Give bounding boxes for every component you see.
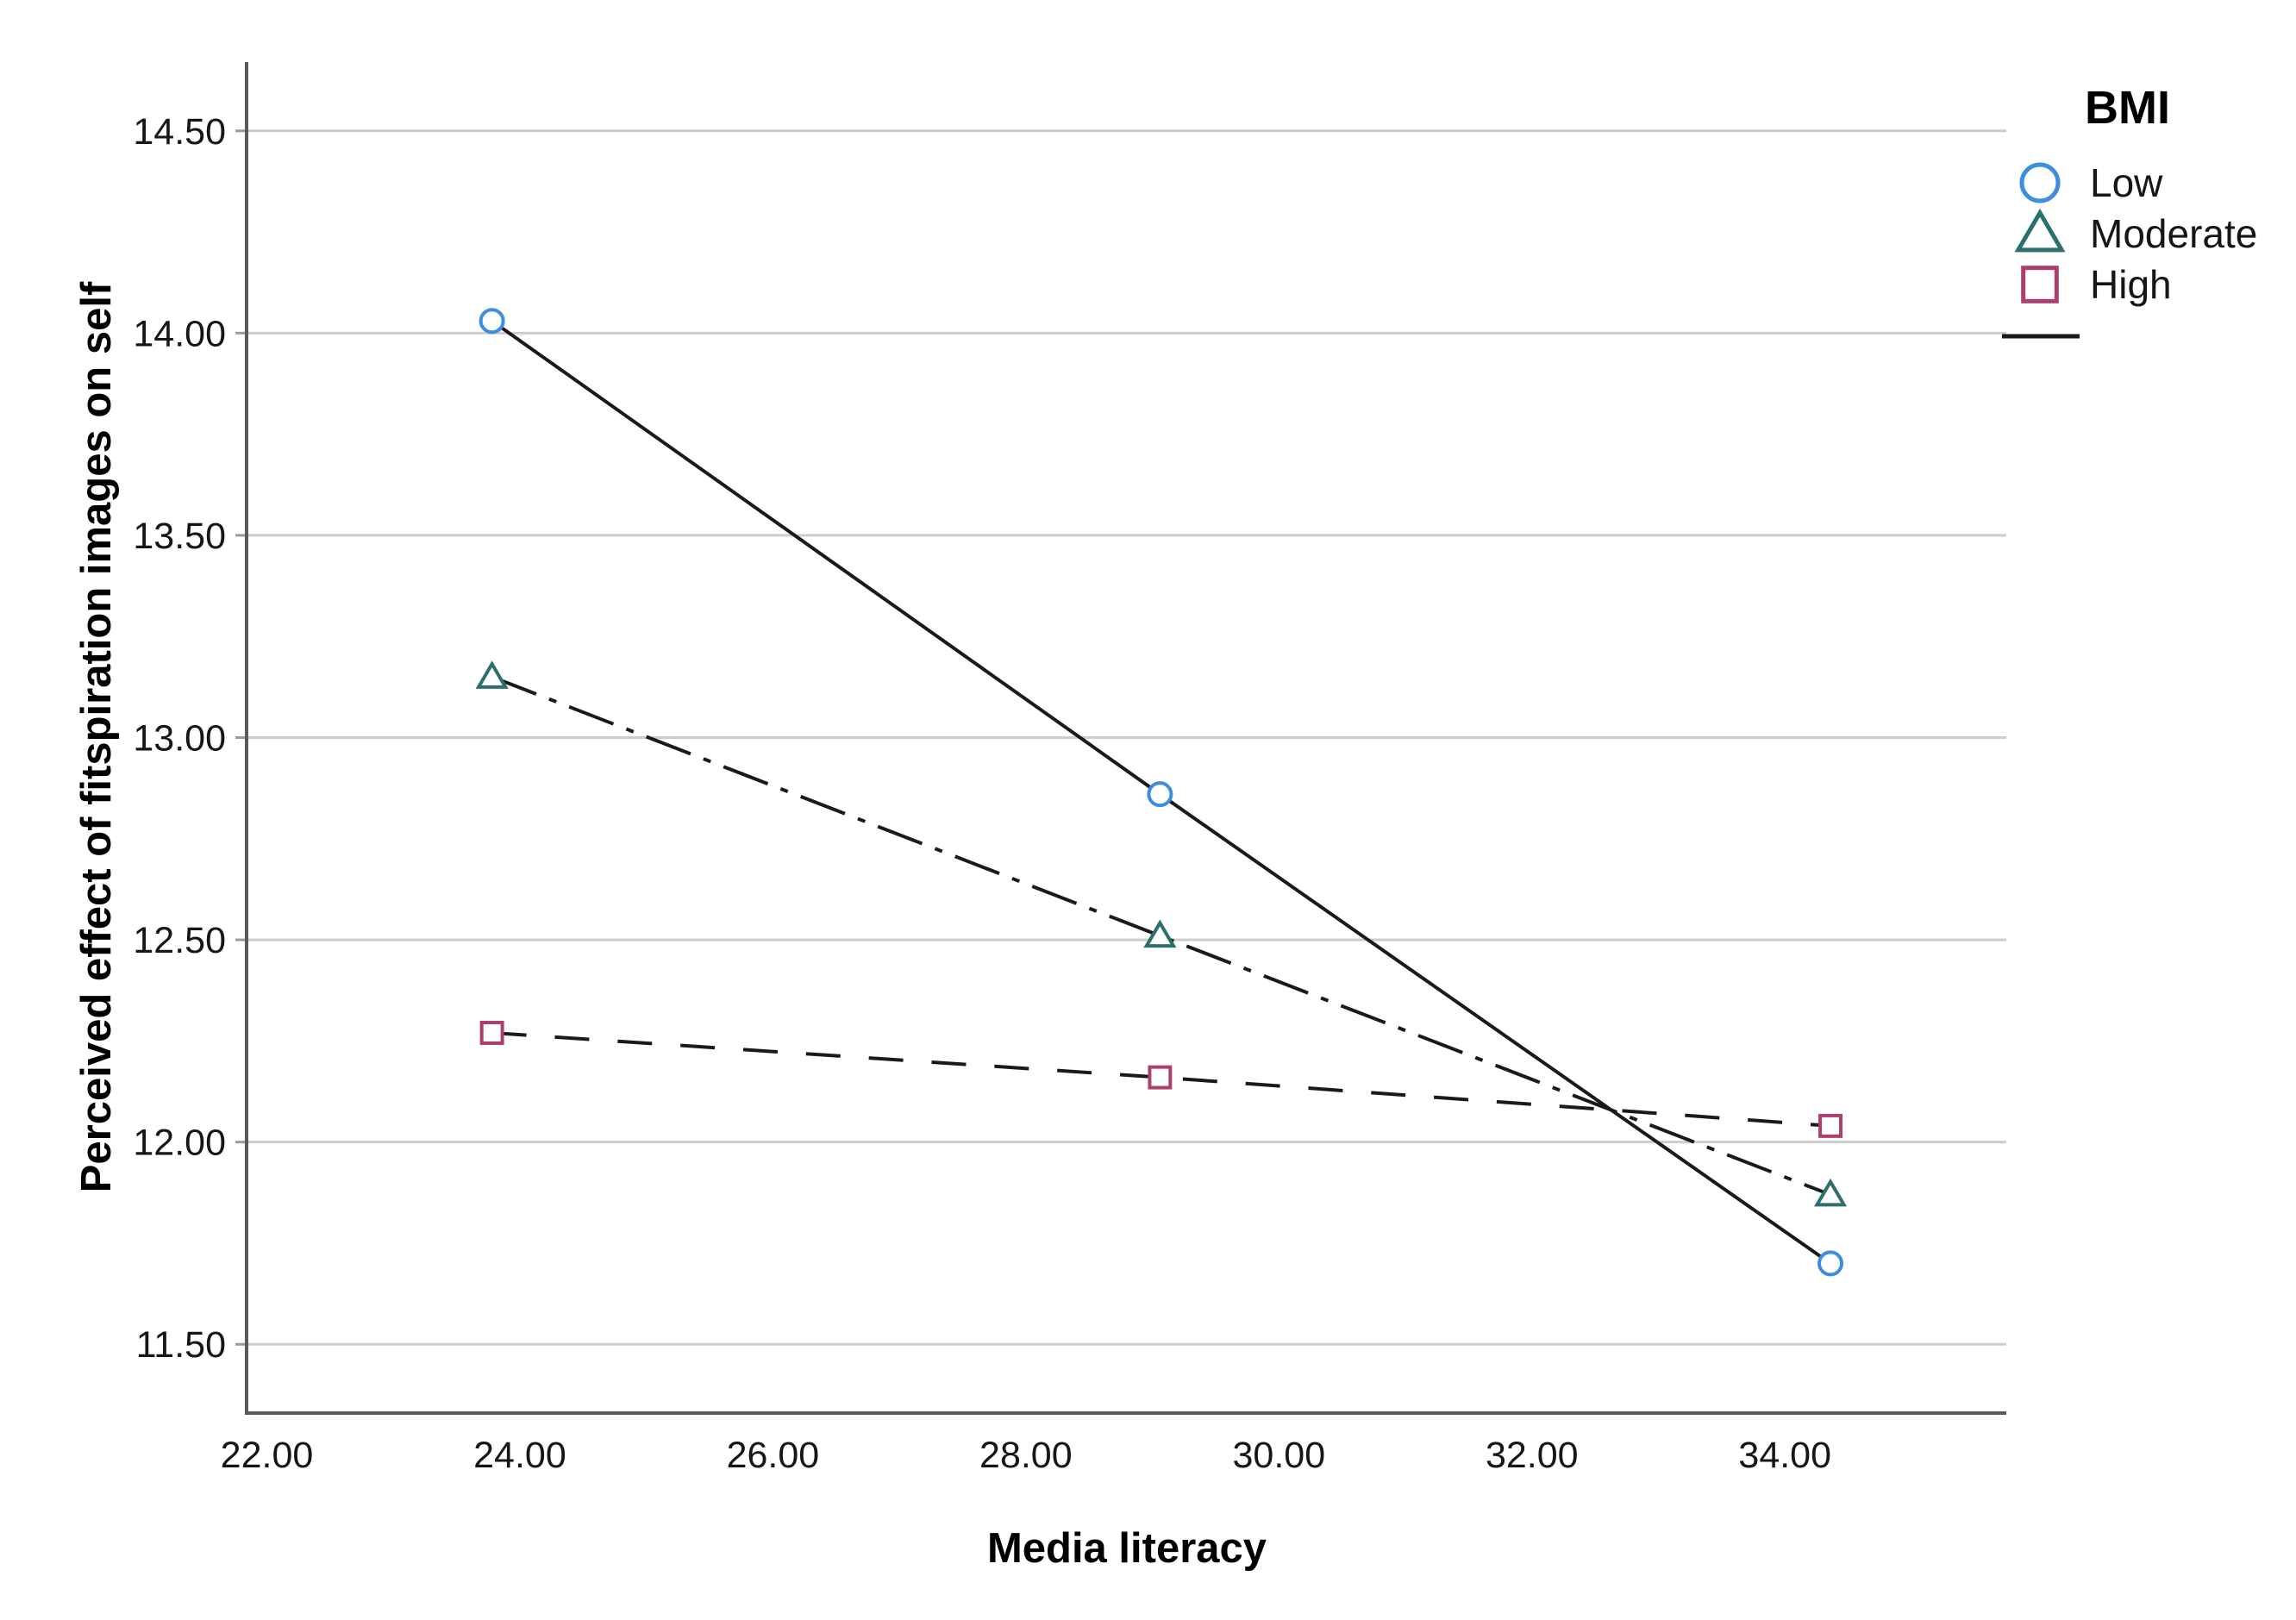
marker-moderate-0 <box>475 660 509 689</box>
legend-marker-moderate <box>2014 208 2066 253</box>
x-tick-label: 24.00 <box>473 1435 566 1476</box>
marker-low-2 <box>1817 1250 1844 1277</box>
y-tick-label: 13.00 <box>133 718 226 760</box>
marker-high-1 <box>1148 1065 1173 1090</box>
legend-label-high: High <box>2090 262 2172 307</box>
y-tick-label: 12.00 <box>133 1123 226 1164</box>
legend: BMI Low Moderate High <box>2002 82 2257 339</box>
x-tick-label: 26.00 <box>727 1435 820 1476</box>
series-markers <box>475 308 1848 1277</box>
marker-high-2 <box>1818 1113 1843 1138</box>
legend-items: Low Moderate High <box>2014 160 2257 307</box>
x-tick-label: 34.00 <box>1738 1435 1831 1476</box>
gridlines <box>235 129 2006 1346</box>
y-tick-label: 14.00 <box>133 313 226 354</box>
y-tick-label: 13.50 <box>133 516 226 557</box>
series-line-high <box>491 1030 1831 1128</box>
axes <box>245 62 2006 1415</box>
legend-title: BMI <box>2085 82 2170 134</box>
y-tick-label: 11.50 <box>136 1324 226 1366</box>
series-line-moderate <box>491 675 1831 1197</box>
y-axis-title: Perceived effect of fitspiration images … <box>73 281 120 1192</box>
legend-marker-high <box>2021 266 2059 303</box>
x-axis-title: Media literacy <box>987 1525 1267 1572</box>
x-tick-label: 30.00 <box>1233 1435 1326 1476</box>
marker-moderate-1 <box>1143 919 1177 948</box>
x-tick-label: 28.00 <box>979 1435 1073 1476</box>
legend-label-moderate: Moderate <box>2090 211 2257 256</box>
marker-low-1 <box>1147 781 1173 808</box>
marker-high-0 <box>479 1021 504 1045</box>
y-tick-label: 14.50 <box>133 111 226 153</box>
y-tick-label: 12.50 <box>133 920 226 961</box>
marker-low-0 <box>479 308 505 335</box>
marker-moderate-2 <box>1813 1178 1848 1207</box>
x-tick-label: 32.00 <box>1486 1435 1579 1476</box>
legend-marker-low <box>2019 162 2061 203</box>
tick-labels: 22.00 24.00 26.00 28.00 30.00 32.00 34.00 11.50… <box>133 111 1831 1476</box>
x-tick-label: 22.00 <box>221 1435 314 1476</box>
legend-label-low: Low <box>2090 160 2163 205</box>
